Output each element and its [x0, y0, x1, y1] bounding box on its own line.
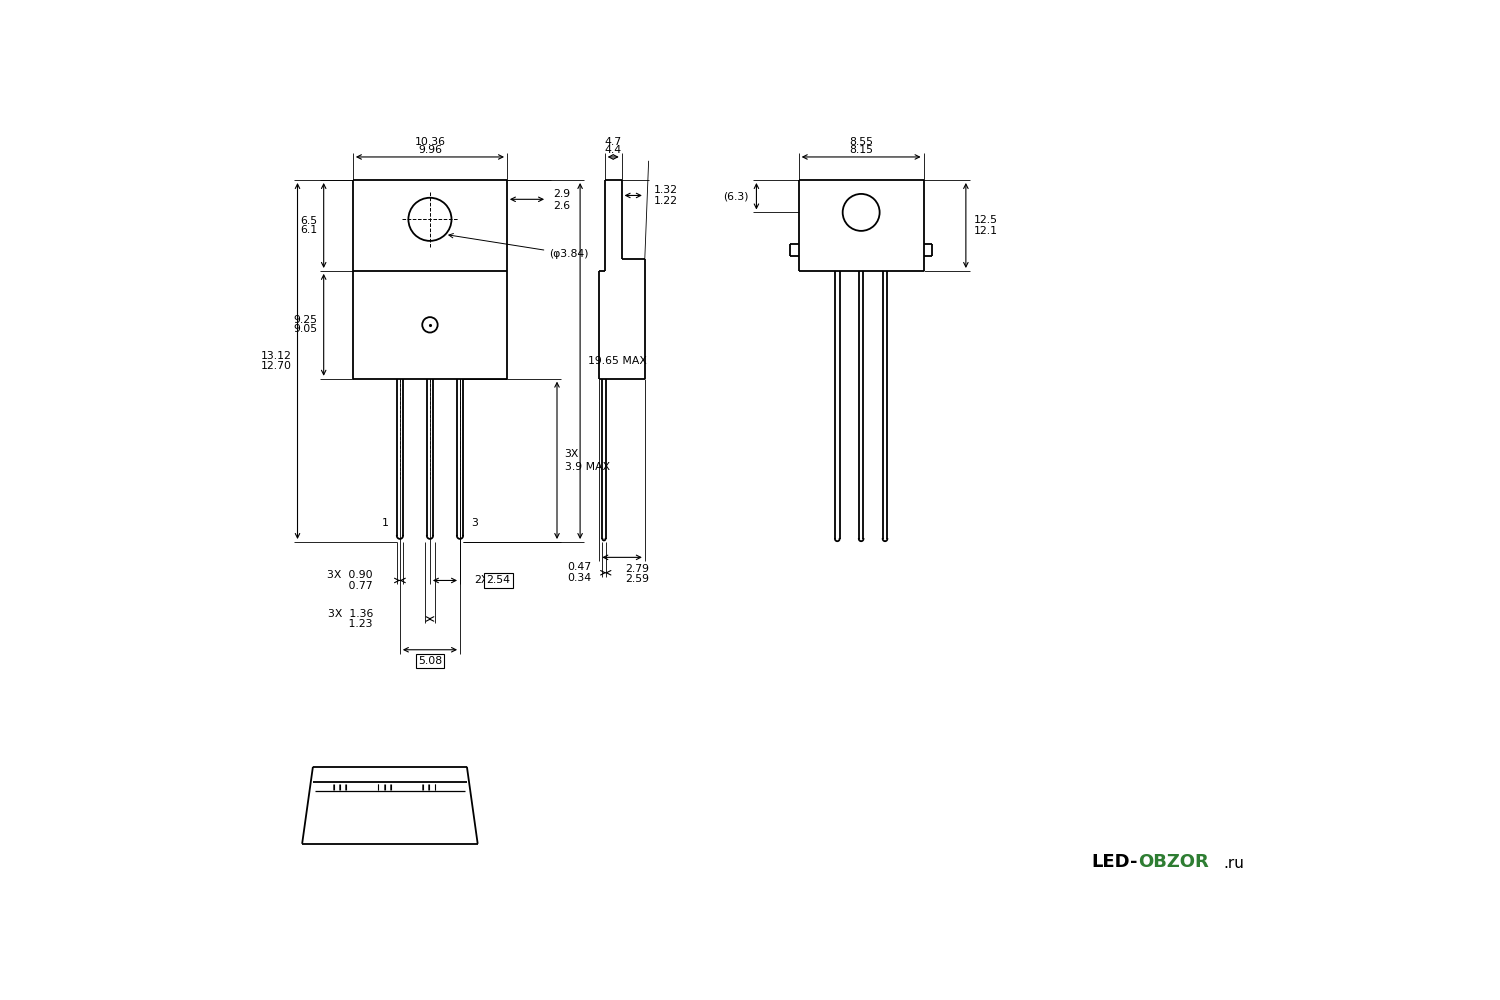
Text: 2.79: 2.79: [626, 564, 650, 574]
Text: (φ3.84): (φ3.84): [448, 234, 590, 259]
Text: 8.55: 8.55: [849, 137, 873, 147]
Text: 4.7: 4.7: [604, 137, 622, 147]
Text: 8.15: 8.15: [849, 145, 873, 155]
Text: 5.08: 5.08: [419, 656, 442, 666]
Text: 12.70: 12.70: [261, 361, 291, 371]
Text: 0.34: 0.34: [567, 573, 591, 583]
Text: 3.9 MAX: 3.9 MAX: [564, 462, 610, 472]
Text: 3X  0.90: 3X 0.90: [327, 570, 374, 580]
Text: 19.65 MAX: 19.65 MAX: [588, 356, 646, 366]
Text: 12.1: 12.1: [974, 226, 998, 236]
Text: 4.4: 4.4: [604, 145, 622, 155]
Text: 9.96: 9.96: [419, 145, 442, 155]
Text: 0.47: 0.47: [567, 562, 591, 572]
Text: 6.5: 6.5: [300, 216, 318, 226]
Text: 2.54: 2.54: [486, 575, 510, 585]
Text: 2X: 2X: [474, 575, 488, 585]
Text: 1.22: 1.22: [654, 196, 678, 206]
Text: 2.6: 2.6: [554, 201, 570, 211]
Text: LED-: LED-: [1092, 853, 1138, 871]
Text: 2.9: 2.9: [554, 189, 570, 199]
Text: 10.36: 10.36: [414, 137, 446, 147]
Text: 12.5: 12.5: [974, 215, 998, 225]
Text: 3X: 3X: [564, 449, 579, 459]
Text: 3X  1.36: 3X 1.36: [327, 609, 374, 619]
Text: 3: 3: [471, 518, 478, 528]
Text: 9.05: 9.05: [294, 324, 318, 334]
Text: 1.32: 1.32: [654, 185, 678, 195]
Text: 1: 1: [381, 518, 388, 528]
Text: OBZOR: OBZOR: [1138, 853, 1209, 871]
Text: 2.59: 2.59: [626, 574, 650, 584]
Text: 13.12: 13.12: [261, 351, 291, 361]
Text: .ru: .ru: [1222, 856, 1244, 871]
Text: 0.77: 0.77: [332, 581, 374, 591]
Text: (6.3): (6.3): [723, 191, 748, 201]
Text: 6.1: 6.1: [300, 225, 318, 235]
Text: 9.25: 9.25: [294, 315, 318, 325]
Text: 1.23: 1.23: [332, 619, 374, 629]
